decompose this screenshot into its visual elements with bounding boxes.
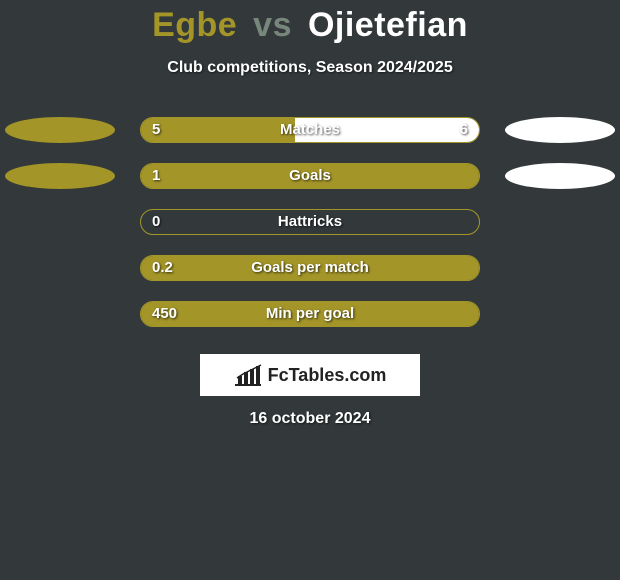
bar-track: [140, 255, 480, 281]
stat-row: Min per goal450: [0, 301, 620, 327]
title-vs: vs: [253, 6, 292, 44]
bar-track: [140, 163, 480, 189]
bar-left: [141, 256, 479, 280]
oval-left: [5, 117, 115, 143]
brand-text: FcTables.com: [268, 365, 387, 386]
stat-row: Matches56: [0, 117, 620, 143]
stat-row: Goals per match0.2: [0, 255, 620, 281]
oval-right: [505, 117, 615, 143]
brand-chart-icon: [234, 364, 262, 386]
bar-track: [140, 117, 480, 143]
oval-left: [5, 163, 115, 189]
bar-track: [140, 209, 480, 235]
date-label: 16 october 2024: [0, 410, 620, 428]
comparison-card: Egbe vs Ojietefian Club competitions, Se…: [0, 0, 620, 580]
brand-badge: FcTables.com: [200, 354, 420, 396]
title: Egbe vs Ojietefian: [0, 0, 620, 45]
title-player1: Egbe: [152, 6, 237, 44]
stat-rows: Matches56 Goals1 Hattricks0 Goals per match…: [0, 117, 620, 327]
subtitle: Club competitions, Season 2024/2025: [0, 59, 620, 77]
bar-left: [141, 118, 295, 142]
stat-row: Hattricks0: [0, 209, 620, 235]
stat-row: Goals1: [0, 163, 620, 189]
bar-left: [141, 164, 479, 188]
bar-track: [140, 301, 480, 327]
title-player2: Ojietefian: [308, 6, 468, 44]
bar-left: [141, 302, 479, 326]
bar-right: [295, 118, 479, 142]
oval-right: [505, 163, 615, 189]
